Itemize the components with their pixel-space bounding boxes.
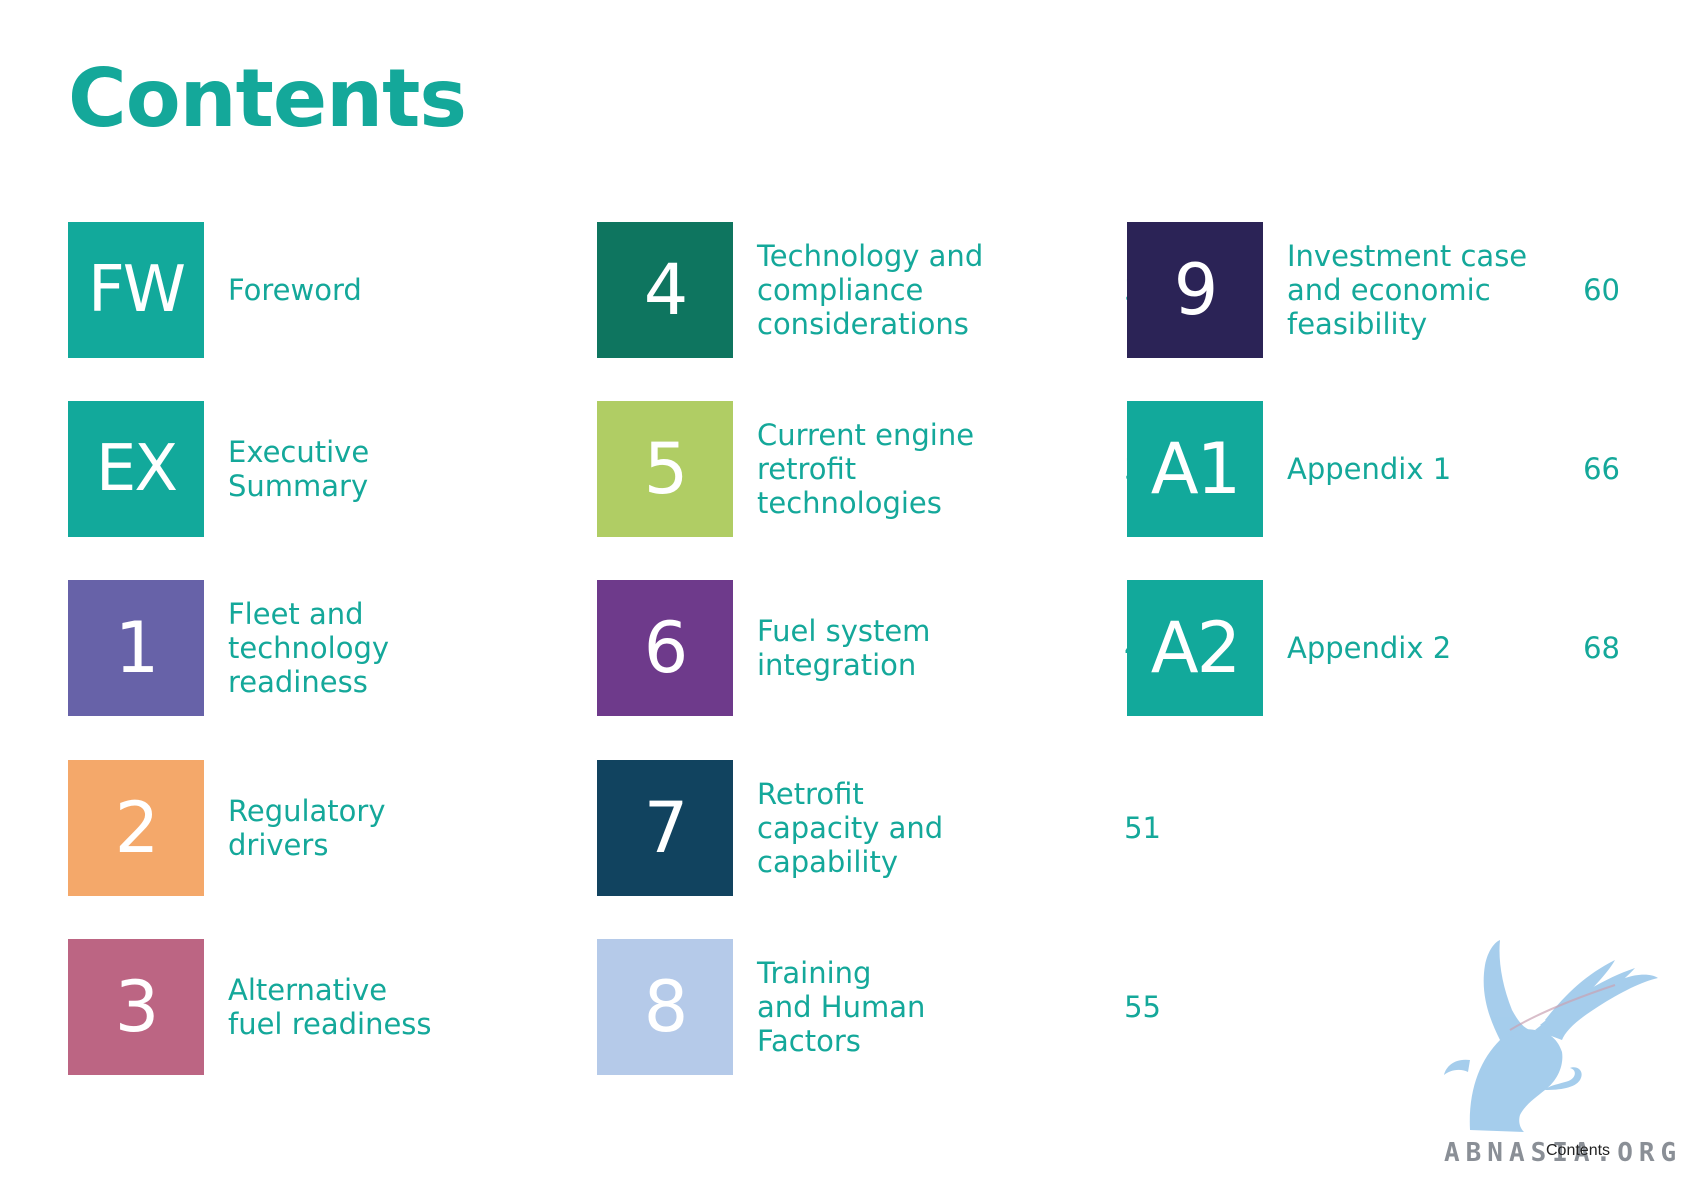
page-title: Contents [68, 52, 467, 145]
toc-page-appendix-1: 66 [1583, 452, 1620, 486]
section-tile-8: 8 [597, 939, 733, 1075]
toc-label-section-6[interactable]: Fuel system integration [757, 614, 931, 682]
section-tile-3: 3 [68, 939, 204, 1075]
toc-entry-section-9[interactable]: 9 Investment case and economic feasibili… [1127, 222, 1627, 358]
section-tile-a2: A2 [1127, 580, 1263, 716]
section-tile-fw: FW [68, 222, 204, 358]
toc-label-section-3[interactable]: Alternative fuel readiness [228, 973, 432, 1041]
toc-label-appendix-1[interactable]: Appendix 1 [1287, 452, 1452, 486]
toc-label-section-1[interactable]: Fleet and technology readiness [228, 597, 390, 699]
section-tile-a1: A1 [1127, 401, 1263, 537]
footer-label: Contents [1546, 1142, 1611, 1159]
section-tile-9: 9 [1127, 222, 1263, 358]
section-tile-4: 4 [597, 222, 733, 358]
toc-entry-section-8[interactable]: 8 Training and Human Factors 55 [597, 939, 1161, 1075]
toc-entry-appendix-2[interactable]: A2 Appendix 2 68 [1127, 580, 1627, 716]
section-tile-ex: EX [68, 401, 204, 537]
toc-entry-foreword[interactable]: FW Foreword 3 [68, 222, 632, 358]
toc-entry-section-4[interactable]: 4 Technology and compliance consideratio… [597, 222, 1161, 358]
toc-entry-section-5[interactable]: 5 Current engine retrofit technologies 3… [597, 401, 1161, 537]
toc-page-section-7: 51 [1124, 811, 1161, 845]
toc-entry-section-1[interactable]: 1 Fleet and technology readiness 10 [68, 580, 632, 716]
section-tile-6: 6 [597, 580, 733, 716]
toc-entry-section-2[interactable]: 2 Regulatory drivers 19 [68, 760, 632, 896]
toc-label-section-9[interactable]: Investment case and economic feasibility [1287, 239, 1528, 341]
toc-label-appendix-2[interactable]: Appendix 2 [1287, 631, 1452, 665]
toc-page-section-9: 60 [1583, 273, 1620, 307]
section-tile-5: 5 [597, 401, 733, 537]
toc-page-section-8: 55 [1124, 990, 1161, 1024]
toc-entry-section-3[interactable]: 3 Alternative fuel readiness 23 [68, 939, 632, 1075]
griffin-watermark-icon [1444, 940, 1658, 1132]
toc-entry-executive-summary[interactable]: EX Executive Summary 4 [68, 401, 632, 537]
toc-page-appendix-2: 68 [1583, 631, 1620, 665]
toc-label-foreword[interactable]: Foreword [228, 273, 362, 307]
toc-label-section-5[interactable]: Current engine retrofit technologies [757, 418, 975, 520]
watermark-text: ABNASIA.ORG [1444, 1138, 1683, 1168]
section-tile-2: 2 [68, 760, 204, 896]
toc-label-section-4[interactable]: Technology and compliance considerations [757, 239, 984, 341]
toc-label-section-8[interactable]: Training and Human Factors [757, 956, 926, 1058]
toc-label-executive-summary[interactable]: Executive Summary [228, 435, 370, 503]
toc-label-section-7[interactable]: Retrofit capacity and capability [757, 777, 944, 879]
toc-entry-appendix-1[interactable]: A1 Appendix 1 66 [1127, 401, 1627, 537]
section-tile-1: 1 [68, 580, 204, 716]
toc-entry-section-6[interactable]: 6 Fuel system integration 47 [597, 580, 1161, 716]
toc-label-section-2[interactable]: Regulatory drivers [228, 794, 386, 862]
toc-entry-section-7[interactable]: 7 Retrofit capacity and capability 51 [597, 760, 1161, 896]
section-tile-7: 7 [597, 760, 733, 896]
